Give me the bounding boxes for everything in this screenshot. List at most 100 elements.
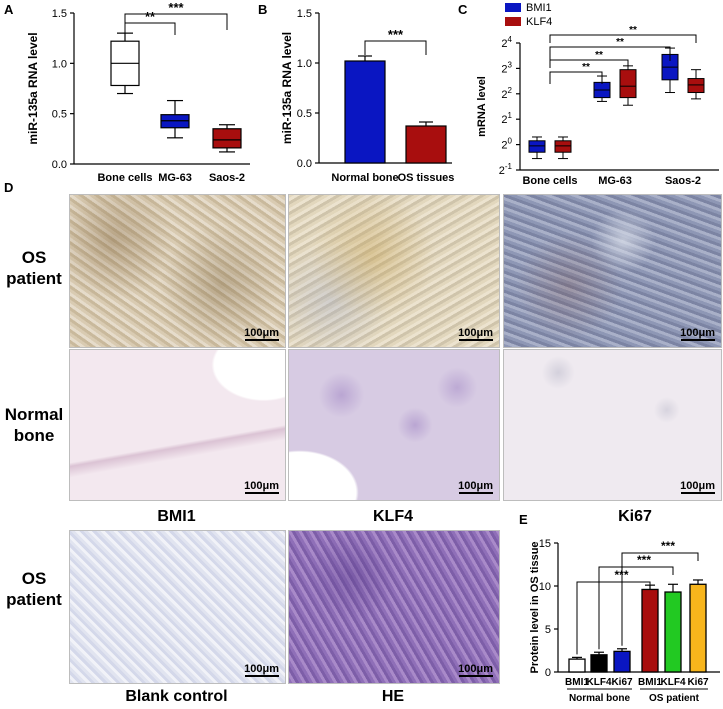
e-y-tick-label: 15 bbox=[539, 538, 551, 550]
a-sig-2-label: *** bbox=[168, 0, 184, 15]
b-x-tick-label: Normal bone bbox=[331, 172, 398, 184]
panel-c-letter: C bbox=[458, 2, 468, 17]
c-sig-label: ** bbox=[595, 50, 603, 61]
c-box bbox=[687, 78, 705, 94]
row-label-line-2: patient bbox=[6, 590, 62, 609]
e-sig-bracket bbox=[598, 566, 674, 650]
e-group-label: OS patient bbox=[649, 693, 700, 704]
c-legend-swatch bbox=[505, 17, 521, 26]
micrograph-blank-control: 100μm bbox=[69, 530, 286, 684]
c-y-tick-label: 22 bbox=[501, 86, 512, 101]
scale-bar: 100μm bbox=[458, 480, 493, 494]
e-sig-label: *** bbox=[661, 539, 675, 553]
c-legend-label: KLF4 bbox=[526, 16, 552, 28]
c-sig-bracket bbox=[549, 71, 603, 84]
micrograph-ki67-os: 100μm bbox=[503, 194, 722, 348]
panel-a-letter: A bbox=[4, 2, 14, 17]
e-x-tick-label: BMI1 bbox=[565, 677, 589, 688]
e-bar bbox=[590, 654, 608, 673]
row-label-os-patient-top: OS patient bbox=[0, 247, 68, 289]
a-y-tick-label: 1.0 bbox=[52, 58, 67, 70]
micrograph-bmi1-os: 100μm bbox=[69, 194, 286, 348]
c-legend-swatch bbox=[505, 3, 521, 12]
b-y-tick-label: 0.5 bbox=[297, 108, 312, 120]
e-sig-bracket bbox=[576, 581, 651, 655]
b-bar bbox=[344, 60, 386, 164]
e-y-tick-label: 5 bbox=[545, 624, 551, 636]
c-sig-label: ** bbox=[629, 25, 637, 36]
scale-bar: 100μm bbox=[244, 480, 279, 494]
row-label-line-1: Normal bbox=[4, 405, 64, 424]
a-x-tick-label: MG-63 bbox=[158, 172, 192, 184]
b-sig-1-label: *** bbox=[388, 27, 404, 42]
panel-d-letter: D bbox=[4, 180, 14, 195]
col-label-ki67: Ki67 bbox=[618, 508, 652, 525]
c-sig-bracket bbox=[549, 34, 697, 43]
b-bar bbox=[405, 125, 447, 164]
c-legend-label: BMI1 bbox=[526, 2, 552, 14]
e-x-tick-label: Ki67 bbox=[687, 677, 709, 688]
a-x-tick-label: Bone cells bbox=[97, 172, 152, 184]
b-y-tick-label: 1.5 bbox=[297, 8, 312, 20]
b-x-tick-label: OS tissues bbox=[398, 172, 455, 184]
c-sig-label: ** bbox=[616, 37, 624, 48]
col-label-blank-control: Blank control bbox=[125, 688, 228, 705]
e-x-tick-label: Ki67 bbox=[611, 677, 633, 688]
e-group-label: Normal bone bbox=[569, 693, 631, 704]
col-label-bmi1: BMI1 bbox=[157, 508, 196, 525]
c-x-tick-label: Saos-2 bbox=[665, 175, 701, 187]
micrograph-bmi1-normal: 100μm bbox=[69, 349, 286, 501]
micrograph-ki67-normal: 100μm bbox=[503, 349, 722, 501]
c-y-tick-label: 21 bbox=[501, 111, 512, 126]
chart-c: 2-1 20 21 22 23 24 mRNA level BMI1 KLF4 Bone cell… bbox=[476, 2, 719, 187]
row-label-os-patient-bottom: OS patient bbox=[0, 568, 68, 610]
micrograph-he: 100μm bbox=[288, 530, 500, 684]
e-bar bbox=[568, 658, 586, 673]
a-y-tick-label: 0.0 bbox=[52, 159, 67, 171]
a-sig-1-label: ** bbox=[145, 9, 156, 24]
e-y-axis-title: Protein level in OS tissue bbox=[529, 541, 541, 673]
c-x-tick-label: MG-63 bbox=[598, 175, 632, 187]
b-sig-1-bracket bbox=[364, 40, 427, 55]
a-sig-2-bracket bbox=[124, 13, 228, 30]
e-bar bbox=[613, 650, 631, 673]
c-sig-bracket bbox=[549, 46, 671, 61]
e-y-tick-label: 0 bbox=[545, 667, 551, 679]
b-y-tick-label: 0.0 bbox=[297, 158, 312, 170]
a-y-axis-title: miR-135a RNA level bbox=[26, 32, 40, 144]
c-box bbox=[619, 69, 637, 99]
c-y-tick-label: 24 bbox=[501, 35, 512, 50]
e-x-tick-label: BMI1 bbox=[638, 677, 662, 688]
row-label-line-1: OS bbox=[21, 569, 47, 588]
row-label-line-1: OS bbox=[21, 248, 47, 267]
c-sig-label: ** bbox=[582, 62, 590, 73]
e-bar bbox=[664, 591, 682, 673]
scale-bar: 100μm bbox=[458, 663, 493, 677]
e-x-tick-label: KLF4 bbox=[587, 677, 612, 688]
e-y-tick-label: 10 bbox=[539, 581, 551, 593]
scale-bar: 100μm bbox=[244, 327, 279, 341]
a-x-tick-label: Saos-2 bbox=[209, 172, 245, 184]
c-sig-bracket bbox=[549, 59, 629, 68]
a-box bbox=[212, 128, 242, 149]
panel-e-letter: E bbox=[519, 512, 528, 527]
a-y-tick-label: 1.5 bbox=[52, 8, 67, 20]
b-y-tick-label: 1.0 bbox=[297, 58, 312, 70]
col-label-he: HE bbox=[381, 688, 405, 705]
scale-bar: 100μm bbox=[244, 663, 279, 677]
panel-b-letter: B bbox=[258, 2, 268, 17]
chart-a: 0.0 0.5 1.0 1.5 miR-135a RNA level Bone cells… bbox=[26, 0, 250, 184]
a-y-tick-label: 0.5 bbox=[52, 109, 67, 121]
e-sig-bracket bbox=[621, 552, 699, 646]
c-y-tick-label: 23 bbox=[501, 60, 512, 75]
c-y-tick-label: 20 bbox=[501, 137, 512, 152]
micrograph-klf4-normal: 100μm bbox=[288, 349, 500, 501]
b-y-axis-title: miR-135a RNA level bbox=[280, 32, 294, 144]
c-box bbox=[528, 140, 546, 153]
c-x-tick-label: Bone cells bbox=[522, 175, 577, 187]
e-x-tick-label: KLF4 bbox=[661, 677, 686, 688]
micrograph-klf4-os: 100μm bbox=[288, 194, 500, 348]
c-y-tick-label: 2-1 bbox=[499, 162, 513, 177]
e-sig-label: *** bbox=[637, 553, 651, 567]
